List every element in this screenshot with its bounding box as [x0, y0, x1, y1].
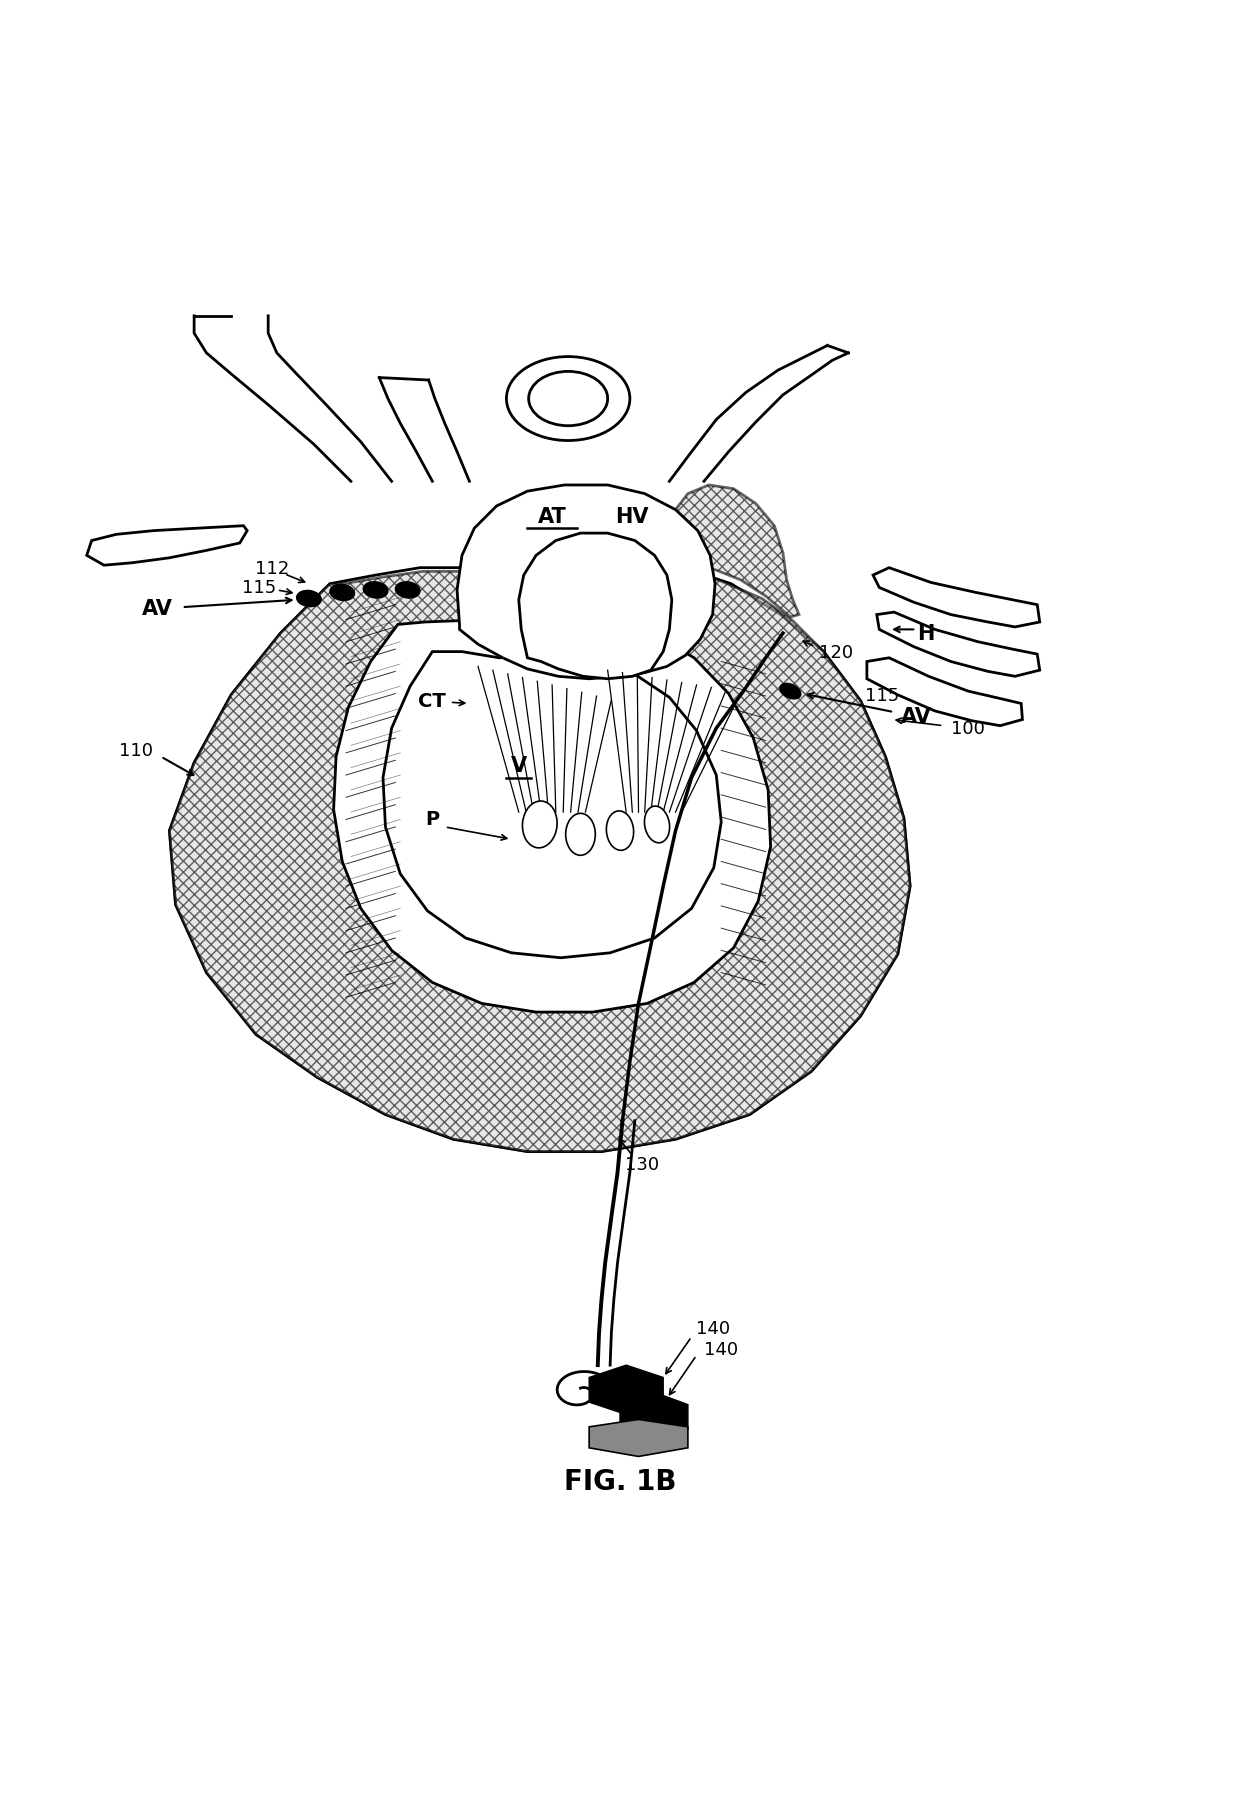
Ellipse shape [606, 811, 634, 850]
Text: 120: 120 [818, 644, 853, 662]
Ellipse shape [528, 372, 608, 426]
Text: 100: 100 [951, 719, 985, 737]
Polygon shape [877, 613, 1039, 676]
Polygon shape [518, 534, 672, 680]
Ellipse shape [396, 583, 420, 599]
Polygon shape [873, 568, 1039, 628]
Text: H: H [918, 624, 935, 644]
Text: 115: 115 [864, 687, 899, 705]
Polygon shape [170, 563, 910, 1153]
Polygon shape [383, 653, 722, 958]
Polygon shape [334, 620, 770, 1012]
Text: AV: AV [900, 707, 931, 726]
Text: P: P [425, 809, 439, 829]
Text: 110: 110 [119, 743, 153, 761]
Polygon shape [87, 527, 247, 566]
Text: CT: CT [418, 692, 446, 710]
Polygon shape [867, 658, 1023, 726]
Ellipse shape [522, 802, 557, 849]
Text: 140: 140 [696, 1320, 729, 1338]
Ellipse shape [296, 592, 321, 608]
Ellipse shape [565, 814, 595, 856]
Text: 140: 140 [704, 1340, 738, 1357]
Polygon shape [676, 485, 799, 619]
Text: 115: 115 [242, 579, 277, 597]
Ellipse shape [645, 807, 670, 843]
Text: AT: AT [538, 507, 567, 527]
Polygon shape [620, 1392, 688, 1442]
Text: FIG. 1B: FIG. 1B [564, 1467, 676, 1496]
Text: HV: HV [615, 507, 649, 527]
Text: 130: 130 [625, 1156, 660, 1174]
Ellipse shape [780, 683, 801, 699]
Polygon shape [170, 559, 910, 1153]
Ellipse shape [330, 584, 355, 601]
Text: V: V [511, 755, 527, 775]
Ellipse shape [363, 583, 388, 599]
Polygon shape [589, 1420, 688, 1456]
Polygon shape [589, 1365, 663, 1415]
Ellipse shape [506, 358, 630, 441]
Text: 112: 112 [254, 559, 289, 577]
Polygon shape [458, 485, 715, 680]
Text: AV: AV [141, 599, 172, 619]
